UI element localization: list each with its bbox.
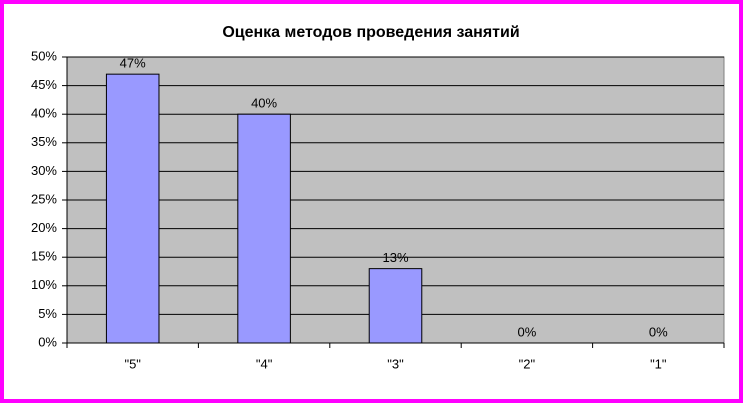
value-label: 0% (649, 324, 668, 339)
y-tick-label: 35% (31, 134, 57, 149)
value-label: 47% (120, 56, 146, 71)
y-tick-label: 10% (31, 277, 57, 292)
y-tick-label: 5% (38, 306, 57, 321)
bar (368, 268, 423, 344)
y-tick-label: 0% (38, 334, 57, 349)
value-label: 40% (251, 96, 277, 111)
y-tick-label: 20% (31, 220, 57, 235)
value-label: 0% (518, 324, 537, 339)
bar (237, 113, 291, 344)
y-tick-label: 45% (31, 77, 57, 92)
x-tick-label: "5" (124, 356, 141, 371)
bar (105, 73, 160, 344)
x-tick-label: "2" (519, 356, 536, 371)
x-tick-label: "3" (387, 356, 404, 371)
y-tick-label: 25% (31, 191, 57, 206)
chart-title: Оценка методов проведения занятий (222, 24, 519, 41)
x-tick-label: "1" (650, 356, 667, 371)
value-label: 13% (382, 250, 408, 265)
y-tick-label: 40% (31, 106, 57, 121)
x-tick-label: "4" (256, 356, 273, 371)
y-tick-label: 50% (31, 48, 57, 63)
y-tick-label: 30% (31, 163, 57, 178)
y-tick-label: 15% (31, 249, 57, 264)
